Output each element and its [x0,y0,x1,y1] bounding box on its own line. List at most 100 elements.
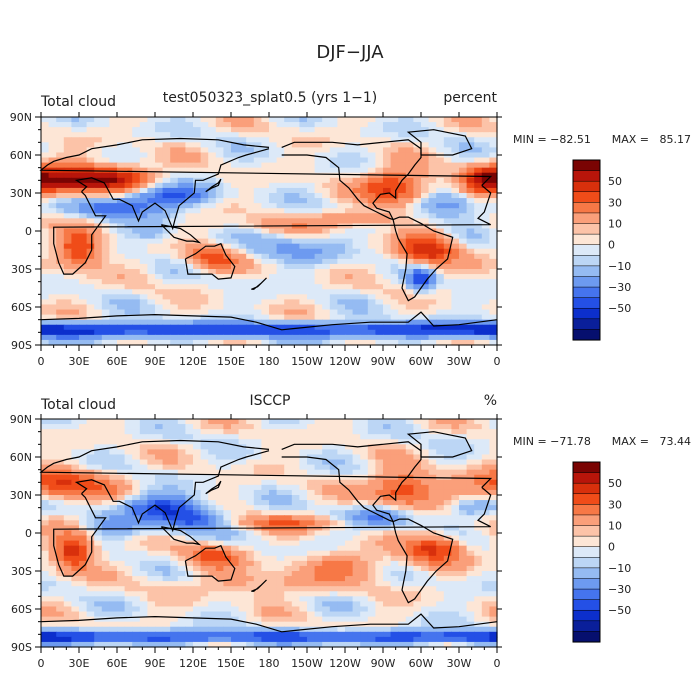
field-cell [428,294,437,300]
field-cell [466,439,475,445]
field-cell [79,530,88,537]
field-cell [413,157,422,164]
field-cell [253,238,262,245]
field-cell [56,208,65,214]
field-cell [291,530,300,537]
field-cell [436,535,445,542]
field-cell [261,469,270,476]
field-cell [109,177,118,184]
field-cell [451,505,460,511]
field-cell [367,263,376,270]
field-cell [155,540,164,547]
field-cell [56,309,65,316]
field-cell [246,127,255,133]
field-cell [231,122,240,128]
field-cell [436,479,445,486]
field-cell [314,439,323,445]
field-cell [269,177,278,184]
field-cell [86,223,95,230]
field-cell [269,434,278,440]
field-cell [177,167,186,174]
field-cell [63,581,72,587]
field-cell [155,304,164,311]
field-cell [79,449,88,456]
field-cell [360,545,369,552]
field-cell [474,520,483,526]
field-cell [459,299,468,306]
field-cell [48,334,57,341]
field-cell [398,484,407,491]
field-cell [421,238,430,245]
field-cell [253,218,262,224]
field-cell [101,474,110,481]
field-cell [177,545,186,552]
field-cell [117,586,126,592]
field-cell [474,500,483,506]
field-cell [86,309,95,316]
field-cell [231,484,240,491]
field-cell [466,324,475,331]
field-cell [481,510,490,516]
field-cell [481,187,490,194]
field-cell [466,591,475,597]
field-cell [223,152,232,159]
field-cell [329,500,338,506]
field-cell [101,560,110,567]
field-cell [390,484,399,491]
field-cell [276,167,285,174]
field-cell [193,274,202,280]
colorbar-label: −10 [608,260,631,273]
field-cell [79,319,88,326]
field-cell [413,565,422,572]
field-cell [466,419,475,425]
field-cell [443,284,452,290]
field-cell [193,314,202,321]
field-cell [170,157,179,164]
field-cell [428,243,437,250]
field-cell [231,419,240,425]
field-cell [56,329,65,336]
field-cell [41,122,50,128]
field-cell [428,147,437,154]
field-cell [253,233,262,240]
field-cell [185,550,194,557]
field-cell [367,193,376,199]
field-cell [322,469,331,476]
field-cell [261,172,270,179]
field-cell [367,489,376,496]
field-cell [117,576,126,582]
field-cell [352,279,361,285]
field-cell [291,253,300,260]
field-cell [291,218,300,224]
field-cell [337,591,346,597]
field-cell [185,444,194,450]
field-cell [101,208,110,214]
field-cell [284,565,293,572]
field-cell [451,560,460,567]
field-cell [170,213,179,219]
field-cell [139,449,148,456]
field-cell [147,586,156,592]
field-cell [41,187,50,194]
field-cell [329,258,338,265]
field-cell [238,284,247,290]
field-cell [269,142,278,148]
field-cell [79,299,88,306]
field-cell [345,177,354,184]
field-cell [177,484,186,491]
field-cell [208,484,217,491]
field-cell [367,459,376,466]
field-cell [322,560,331,567]
field-cell [231,324,240,331]
field-cell [56,289,65,295]
field-cell [459,182,468,189]
field-cell [109,329,118,336]
field-cell [101,444,110,450]
field-cell [200,484,209,491]
field-cell [147,142,156,148]
field-cell [238,238,247,245]
field-cell [162,530,171,537]
field-cell [170,304,179,311]
field-cell [177,172,186,179]
field-cell [94,279,103,285]
